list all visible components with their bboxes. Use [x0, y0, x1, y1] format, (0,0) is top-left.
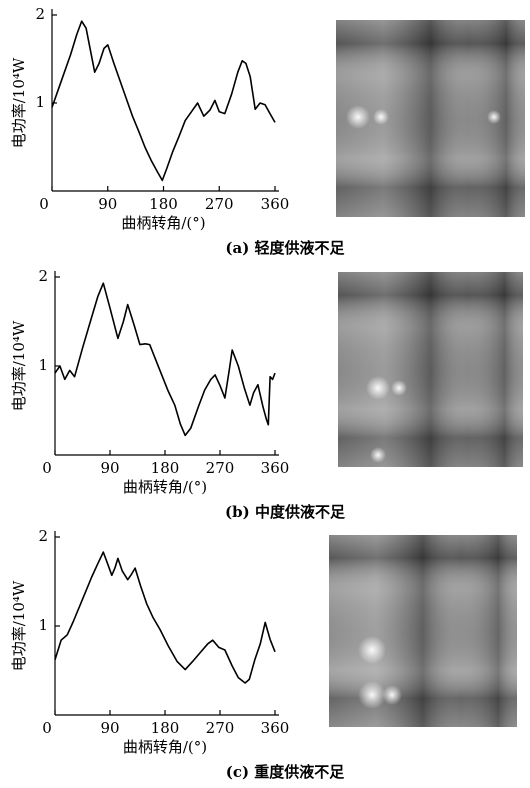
y-tick-label: 1	[38, 616, 48, 634]
x-tick-label: 90	[100, 459, 119, 477]
x-tick-label: 360	[261, 195, 290, 213]
x-tick-label: 90	[98, 195, 117, 213]
x-tick-label: 270	[206, 719, 235, 737]
heatmap-image	[329, 535, 517, 727]
x-axis-label: 曲柄转角/(°)	[123, 738, 207, 756]
x-tick-label: 360	[261, 719, 290, 737]
y-axis-label: 电功率/10⁴W	[10, 57, 28, 148]
x-axis-label: 曲柄转角/(°)	[123, 478, 207, 496]
y-tick-label: 2	[35, 5, 45, 23]
y-tick-label: 2	[38, 527, 48, 545]
data-line	[54, 282, 276, 437]
y-tick-label: 2	[38, 267, 48, 285]
heatmap-image	[338, 272, 523, 467]
x-tick-label: 90	[100, 719, 119, 737]
data-line	[51, 20, 276, 182]
x-tick-label: 180	[151, 459, 180, 477]
x-tick-label: 180	[149, 195, 178, 213]
caption: (b) 中度供液不足	[225, 503, 346, 521]
x-tick-label: 270	[205, 195, 234, 213]
x-tick-label: 0	[42, 719, 52, 737]
y-tick-label: 1	[38, 356, 48, 374]
caption: (a) 轻度供液不足	[225, 239, 345, 257]
y-axis-label: 电功率/10⁴W	[10, 580, 28, 671]
x-tick-label: 360	[261, 459, 290, 477]
y-tick-label: 1	[35, 93, 45, 111]
data-line	[54, 551, 276, 684]
x-tick-label: 270	[206, 459, 235, 477]
y-axis-label: 电功率/10⁴W	[10, 320, 28, 411]
x-tick-label: 180	[151, 719, 180, 737]
x-tick-label: 0	[39, 195, 49, 213]
x-tick-label: 0	[42, 459, 52, 477]
x-axis-label: 曲柄转角/(°)	[121, 214, 205, 232]
heatmap-image	[336, 20, 525, 217]
caption: (c) 重度供液不足	[226, 763, 346, 781]
